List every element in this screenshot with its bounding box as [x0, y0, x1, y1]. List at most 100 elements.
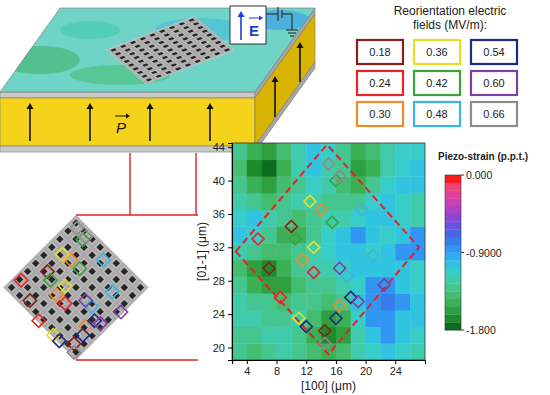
x-tick: 16 [330, 360, 342, 377]
micrograph-ridge [46, 289, 59, 302]
y-tick-label: 40 [213, 175, 225, 187]
heatmap-cell [395, 243, 410, 260]
micrograph-ridge [5, 281, 18, 294]
colorbar: 0.000-0.9000-1.800Piezo-strain (p.p.t.) [438, 151, 528, 336]
micrograph-ridge [37, 249, 50, 262]
colorbar-band [445, 222, 461, 230]
heatmap-cell [247, 176, 262, 193]
micrograph-marker [70, 222, 83, 235]
heatmap-cell [291, 277, 306, 294]
heatmap-cell [232, 176, 247, 193]
vector-arrow [115, 116, 126, 117]
micrograph-pit [124, 48, 131, 51]
micrograph-ridge [21, 281, 34, 294]
micrograph-pit [115, 52, 122, 55]
heatmap-cell [366, 243, 381, 260]
micrograph-pit [56, 268, 63, 275]
micrograph-pit [80, 276, 87, 283]
field-marker [319, 325, 331, 337]
plot-frame [232, 143, 425, 360]
micrograph-pit [169, 26, 176, 29]
micrograph-ridge [54, 233, 67, 246]
colorbar-band [445, 253, 461, 261]
micrograph-pit [48, 308, 55, 315]
micrograph-pit [146, 78, 153, 81]
micrograph-ridge [94, 241, 107, 254]
heatmap-cell [291, 210, 306, 227]
micrograph-pit [149, 33, 156, 36]
micrograph-ridge [46, 257, 59, 270]
micrograph-pit [195, 48, 202, 51]
heatmap-cell [262, 143, 277, 160]
legend-title: fields (MV/m): [413, 18, 487, 32]
micrograph-pit [190, 56, 197, 59]
micrograph-ridge [70, 249, 83, 262]
micrograph-pit [121, 268, 128, 275]
micrograph-pit [24, 268, 31, 275]
field-marker [334, 300, 346, 312]
colorbar-band [445, 237, 461, 245]
heatmap-cell [247, 243, 262, 260]
micrograph-pit [32, 276, 39, 283]
slab-front-layer [0, 92, 255, 98]
heatmap-cell [232, 210, 247, 227]
heatmap-cell [291, 160, 306, 177]
micrograph-ridge [102, 281, 115, 294]
x-tick-label: 4 [244, 365, 250, 377]
colorbar-tick [461, 252, 464, 253]
legend-label: 0.30 [369, 108, 390, 120]
micrograph-pit [40, 284, 47, 291]
micrograph-pit [185, 63, 192, 66]
heatmap-cell [410, 160, 425, 177]
y-tick-mark [228, 147, 232, 148]
y-tick: 28 [213, 275, 232, 287]
micrograph-ridge [86, 281, 99, 294]
colorbar-tick [461, 330, 464, 331]
micrograph-pit [129, 52, 136, 55]
figure: PEReorientation electricfields (MV/m):0.… [0, 0, 550, 395]
micrograph-ridge [62, 241, 75, 254]
heatmap-cell [395, 143, 410, 160]
heatmap-cell [321, 310, 336, 327]
micrograph [4, 215, 149, 360]
y-tick-mark [228, 281, 232, 282]
micrograph-marker [58, 279, 71, 292]
heatmap-cell [395, 293, 410, 310]
field-marker [378, 279, 390, 291]
micrograph-marker [105, 285, 118, 298]
micrograph-pit [138, 59, 145, 62]
x-tick-mark [336, 360, 337, 364]
micrograph-pit [210, 37, 217, 40]
x-tick-label: 12 [301, 365, 313, 377]
micrograph-pit [110, 48, 117, 51]
heatmap-cell [232, 193, 247, 210]
x-axis: 4812162024 [233, 360, 426, 377]
micrograph-pit [173, 30, 180, 33]
heatmap-cell [366, 343, 381, 360]
heatmap-cell [247, 293, 262, 310]
micrograph-ridge [94, 321, 107, 334]
heatmap-cell [351, 260, 366, 277]
y-axis: 20242832364044 [213, 141, 233, 360]
micrograph-pit [130, 41, 137, 44]
legend-label: 0.18 [369, 46, 390, 58]
micrograph-ridge [102, 297, 115, 310]
heatmap-cell [336, 193, 351, 210]
legend-swatch [471, 102, 517, 126]
plot-area [232, 143, 425, 360]
heatmap-cell [410, 293, 425, 310]
micrograph-ridge [212, 51, 223, 57]
micrograph-marker [14, 274, 27, 287]
heatmap-cell [232, 277, 247, 294]
micrograph-marker [58, 297, 71, 310]
micrograph-pit [88, 268, 95, 275]
heatmap-cell [366, 310, 381, 327]
polarization-arrow [274, 81, 276, 117]
x-tick-mark [277, 360, 278, 364]
legend-swatch [414, 102, 460, 126]
circuit-wire [266, 13, 278, 14]
heatmap-cell [366, 327, 381, 344]
heatmap-cell [395, 310, 410, 327]
heatmap-cell [232, 160, 247, 177]
heatmap-cell [351, 277, 366, 294]
